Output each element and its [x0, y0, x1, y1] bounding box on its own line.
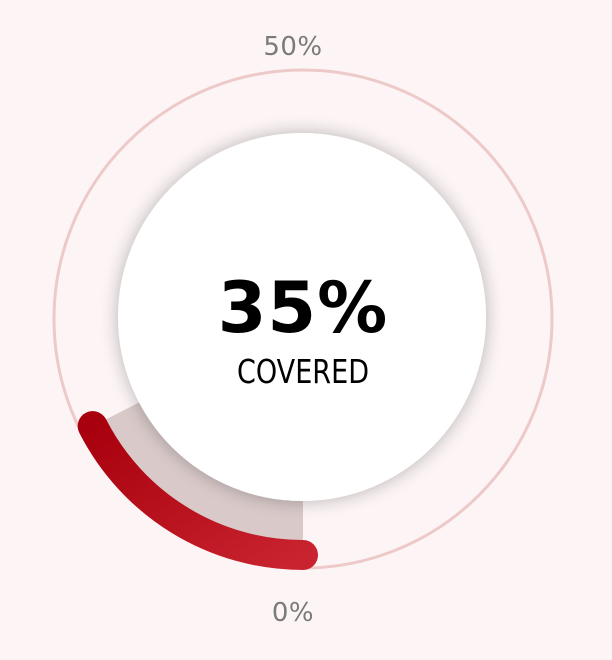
scale-min-label: 0%: [271, 598, 315, 628]
gauge-center-disc: [118, 133, 486, 501]
gauge-progress-arc: [77, 411, 318, 570]
coverage-value: 35%: [217, 267, 389, 349]
scale-max-label: 50%: [263, 32, 323, 62]
coverage-caption: COVERED: [236, 352, 370, 391]
